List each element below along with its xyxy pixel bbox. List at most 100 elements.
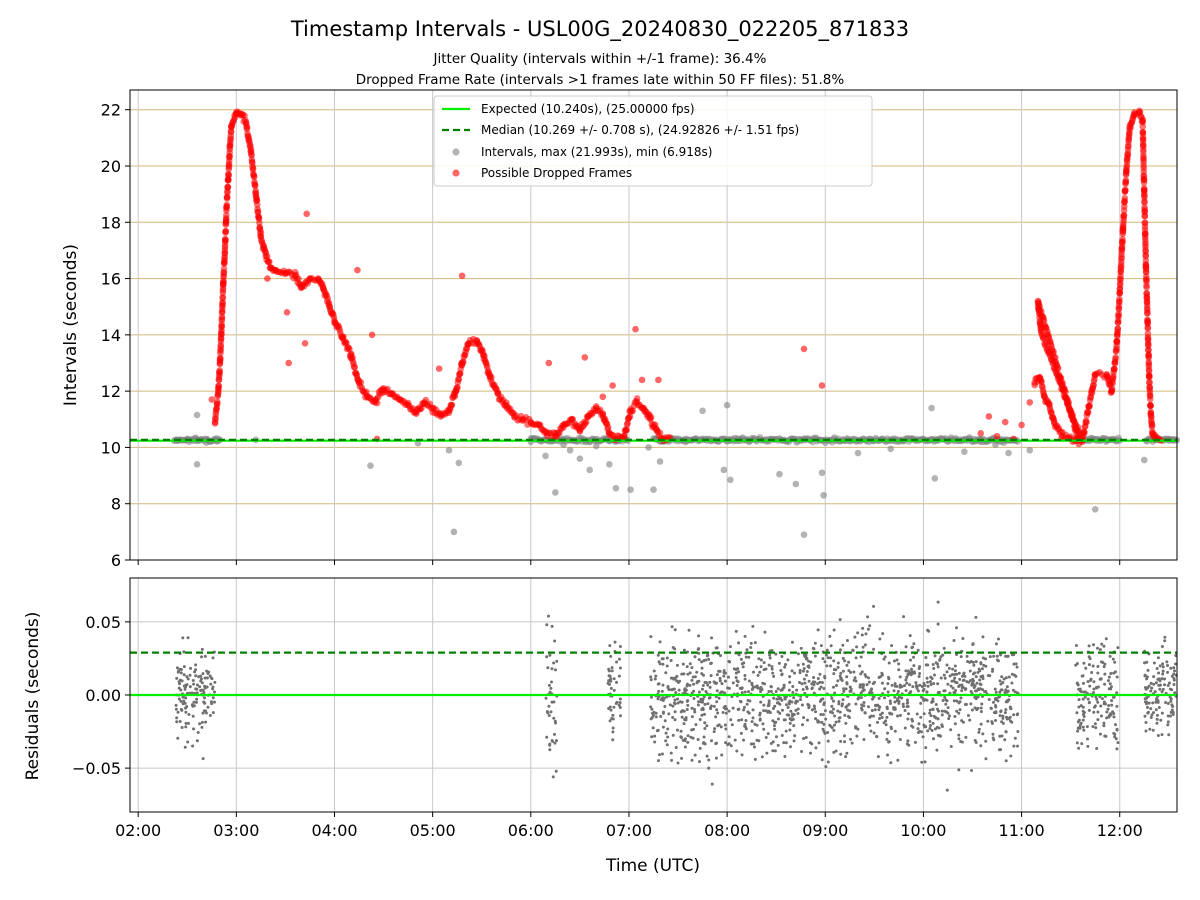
dropped-frame-point (1131, 109, 1138, 116)
residual-point (200, 647, 204, 651)
residual-point (949, 684, 953, 688)
residual-point (1093, 722, 1097, 726)
residual-point (184, 706, 188, 710)
x-tick-label: 06:00 (508, 821, 554, 840)
residual-point (211, 656, 215, 660)
residual-point (978, 678, 982, 682)
residual-point (1102, 665, 1106, 669)
residual-point (611, 713, 615, 717)
residual-point (1095, 697, 1099, 701)
residual-point (675, 728, 679, 732)
residual-point (884, 723, 888, 727)
residual-point (893, 695, 897, 699)
residual-point (860, 633, 864, 637)
residual-point (175, 720, 179, 724)
residuals-y-axis: −0.050.000.05 (72, 613, 130, 778)
residual-point (1110, 703, 1114, 707)
dropped-frame-point (1059, 432, 1066, 440)
residual-point (658, 662, 662, 666)
residual-point (799, 646, 803, 650)
residual-point (1158, 664, 1162, 668)
residual-point (1112, 671, 1116, 675)
residual-point (980, 702, 984, 706)
dropped-frame-point (264, 275, 271, 282)
interval-point (961, 448, 968, 455)
residual-point (800, 750, 804, 754)
residual-point (202, 700, 206, 704)
residual-point (994, 705, 998, 709)
residual-point (174, 703, 178, 707)
residual-point (1106, 707, 1110, 711)
residual-point (952, 699, 956, 703)
residual-point (920, 760, 924, 764)
residual-point (693, 675, 697, 679)
residual-point (855, 645, 859, 649)
dropped-frame-point (1149, 430, 1156, 437)
residual-point (177, 669, 181, 673)
residual-point (895, 658, 899, 662)
residual-point (906, 669, 910, 673)
residual-point (972, 663, 976, 667)
residual-point (1092, 680, 1096, 684)
residual-point (740, 753, 744, 757)
residual-point (1171, 704, 1175, 708)
residual-point (890, 712, 894, 716)
residual-point (958, 677, 962, 681)
residual-point (690, 666, 694, 670)
residual-point (650, 716, 654, 720)
residual-point (649, 675, 653, 679)
residual-point (550, 739, 554, 743)
dropped-frame-point (437, 413, 445, 420)
residual-point (988, 655, 992, 659)
residual-point (859, 691, 863, 695)
residual-point (981, 732, 985, 736)
residual-point (998, 734, 1002, 738)
residual-point (954, 680, 958, 684)
residual-point (1155, 717, 1159, 721)
dropped-frame-point (265, 258, 273, 266)
residual-point (679, 710, 683, 714)
x-tick-label: 03:00 (213, 821, 259, 840)
dropped-frame-point (1126, 126, 1133, 133)
residual-point (658, 640, 662, 644)
residual-point (707, 696, 711, 700)
residual-point (862, 704, 866, 708)
residual-point (1144, 729, 1148, 733)
residual-point (1149, 716, 1153, 720)
residual-point (984, 739, 988, 743)
dropped-frame-point (458, 272, 466, 280)
residual-point (676, 697, 680, 701)
interval-point (820, 491, 827, 499)
residual-point (702, 735, 706, 739)
residual-point (1161, 672, 1165, 676)
residual-point (995, 658, 999, 662)
residual-point (1088, 657, 1092, 661)
residual-point (706, 683, 710, 687)
residual-point (996, 637, 1000, 641)
residual-point (665, 664, 669, 668)
residual-point (731, 681, 735, 685)
residual-point (947, 666, 951, 670)
residual-point (744, 727, 748, 731)
residual-point (955, 672, 959, 676)
residual-point (1093, 704, 1097, 708)
residual-point (767, 663, 771, 667)
residual-point (1115, 675, 1119, 679)
residual-point (699, 697, 703, 701)
dropped-frame-point (465, 339, 472, 347)
residual-point (191, 678, 195, 682)
residual-point (1160, 690, 1164, 694)
residual-point (669, 659, 673, 663)
dropped-frame-point (494, 390, 502, 398)
residual-point (872, 680, 876, 684)
residual-point (186, 677, 190, 681)
interval-point (627, 486, 634, 493)
residual-point (813, 641, 817, 645)
residual-point (763, 630, 767, 634)
residual-point (990, 721, 994, 725)
residual-point (923, 683, 927, 687)
residual-point (832, 672, 836, 676)
residual-point (839, 671, 843, 675)
residual-point (653, 677, 657, 681)
residual-point (790, 714, 794, 718)
